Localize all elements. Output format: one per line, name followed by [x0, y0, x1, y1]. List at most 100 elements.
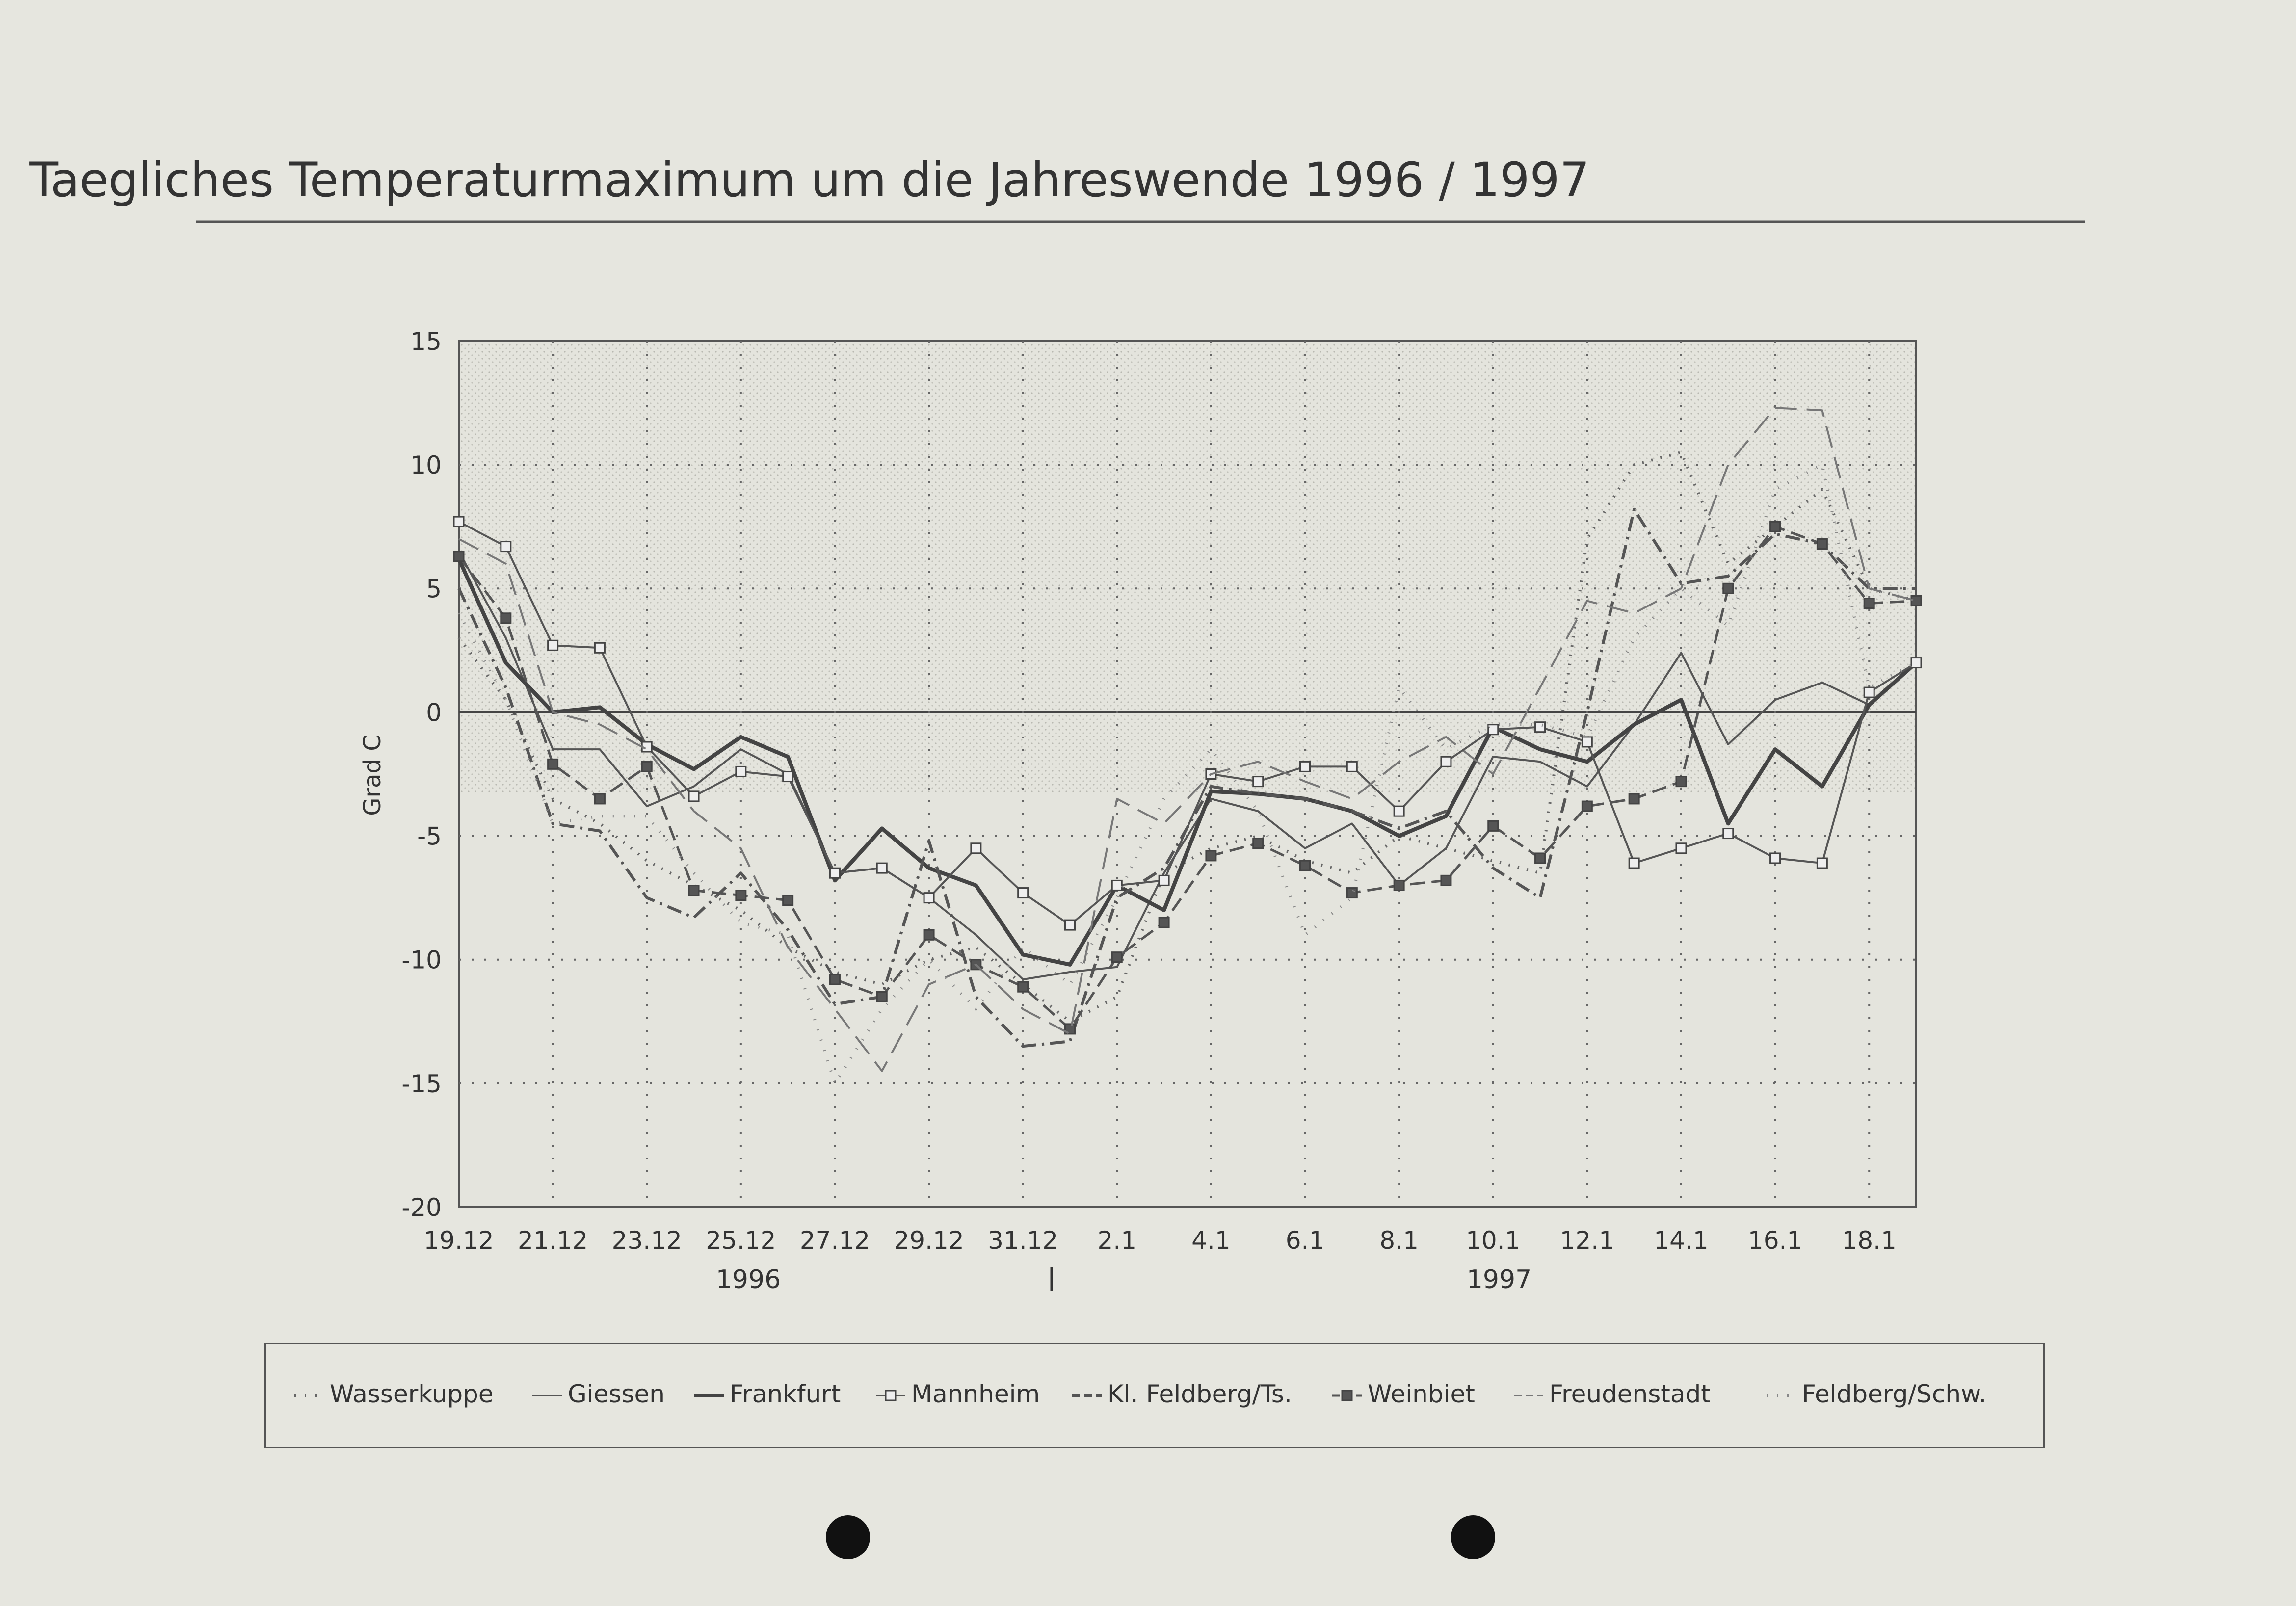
x-tick-label: 8.1 — [1379, 1226, 1419, 1255]
data-point-weinbiet — [547, 758, 559, 770]
x-tick-label: 10.1 — [1466, 1226, 1520, 1255]
data-point-mannheim — [1722, 828, 1734, 840]
data-point-mannheim — [1158, 874, 1170, 886]
legend-label: Mannheim — [911, 1380, 1040, 1408]
x-tick-label: 16.1 — [1748, 1226, 1802, 1255]
data-point-weinbiet — [641, 761, 653, 772]
legend-label: Weinbiet — [1368, 1380, 1475, 1408]
x-tick-label: 2.1 — [1098, 1226, 1137, 1255]
data-point-mannheim — [1910, 657, 1922, 669]
punch-hole-left — [826, 1515, 870, 1559]
x-tick-label: 31.12 — [988, 1226, 1058, 1255]
data-point-weinbiet — [1205, 850, 1217, 862]
legend-label: Giessen — [568, 1380, 665, 1408]
data-point-weinbiet — [688, 885, 700, 896]
data-point-weinbiet — [876, 991, 888, 1002]
data-point-mannheim — [782, 771, 794, 783]
x-tick-label: 21.12 — [518, 1226, 588, 1255]
data-point-weinbiet — [1910, 595, 1922, 606]
data-point-weinbiet — [1299, 860, 1311, 871]
y-tick-label: 5 — [426, 575, 442, 603]
legend-label: Freudenstadt — [1549, 1380, 1711, 1408]
data-point-mannheim — [453, 516, 465, 527]
data-point-mannheim — [1111, 879, 1123, 891]
series-feldberg-schw — [457, 463, 1917, 1085]
data-point-weinbiet — [1675, 776, 1687, 788]
series-giessen — [458, 551, 1917, 981]
data-point-weinbiet — [1863, 598, 1875, 609]
year-label-1997: 1997 — [1467, 1265, 1531, 1294]
data-point-mannheim — [1064, 919, 1076, 931]
legend-item-freudenstadt: Freudenstadt — [1514, 1380, 1711, 1408]
data-point-mannheim — [876, 862, 888, 874]
legend-label: Kl. Feldberg/Ts. — [1108, 1380, 1292, 1408]
data-point-weinbiet — [1440, 874, 1452, 886]
x-tick-label: 25.12 — [706, 1226, 776, 1255]
grid — [459, 341, 1916, 1207]
data-point-weinbiet — [1158, 917, 1170, 928]
y-axis: 15 10 5 0 -5 -10 -15 -20 — [401, 327, 442, 1222]
y-tick-label: -20 — [401, 1193, 442, 1222]
series-line-freudenstadt — [458, 407, 1917, 1072]
x-tick-label: 27.12 — [800, 1226, 870, 1255]
data-point-weinbiet — [500, 612, 512, 624]
y-axis-label: Grad C — [359, 735, 386, 816]
data-point-weinbiet — [1769, 521, 1781, 532]
legend-label: Feldberg/Schw. — [1802, 1380, 1986, 1408]
plot-frame — [458, 340, 1917, 1208]
data-point-weinbiet — [594, 793, 606, 805]
legend-item-giessen: Giessen — [532, 1380, 665, 1408]
legend-item-wasserkuppe: Wasserkuppe — [294, 1380, 494, 1408]
data-point-mannheim — [970, 842, 982, 854]
data-point-mannheim — [1017, 887, 1029, 899]
x-tick-label: 18.1 — [1842, 1226, 1897, 1255]
legend-item-frankfurt: Frankfurt — [694, 1380, 841, 1408]
series-weinbiet — [453, 521, 1922, 1035]
data-point-mannheim — [1346, 761, 1358, 772]
x-tick-label: 19.12 — [423, 1226, 494, 1255]
legend-marker — [1341, 1390, 1353, 1401]
x-axis: 19.12 21.12 23.12 25.12 27.12 29.12 31.12 2.1 4.… — [423, 1226, 1896, 1255]
legend-marker — [885, 1390, 897, 1401]
data-point-mannheim — [1440, 756, 1452, 767]
data-point-mannheim — [1534, 721, 1546, 733]
series-line-weinbiet — [458, 525, 1917, 1030]
stippled-region — [459, 341, 1916, 792]
x-tick-label: 29.12 — [894, 1226, 964, 1255]
data-point-weinbiet — [1064, 1023, 1076, 1035]
data-point-mannheim — [547, 639, 559, 651]
x-tick-label: 4.1 — [1191, 1226, 1231, 1255]
data-point-mannheim — [735, 765, 747, 777]
series-layer — [453, 407, 1922, 1085]
x-tick-label: 23.12 — [612, 1226, 682, 1255]
data-point-mannheim — [1628, 857, 1640, 869]
series-line-kl-feldberg-ts — [457, 507, 1916, 1048]
data-point-weinbiet — [1534, 852, 1546, 864]
data-point-mannheim — [594, 642, 606, 654]
series-line-giessen — [458, 551, 1917, 981]
data-point-weinbiet — [453, 551, 465, 562]
series-frankfurt — [457, 558, 1918, 967]
data-point-mannheim — [1393, 805, 1405, 817]
data-point-weinbiet — [1487, 820, 1499, 832]
legend-label: Frankfurt — [730, 1380, 841, 1408]
legend-item-feldberg-schw: Feldberg/Schw. — [1767, 1380, 1986, 1408]
data-point-weinbiet — [735, 890, 747, 901]
x-tick-label: 12.1 — [1560, 1226, 1614, 1255]
y-tick-label: -10 — [401, 946, 442, 974]
legend-label: Wasserkuppe — [330, 1380, 494, 1408]
series-freudenstadt — [458, 407, 1917, 1072]
data-point-mannheim — [829, 867, 841, 879]
series-kl-feldberg-ts — [457, 507, 1916, 1048]
y-tick-label: -15 — [401, 1070, 442, 1098]
data-point-mannheim — [1863, 686, 1875, 698]
legend-box — [264, 1343, 2045, 1448]
x-tick-label: 14.1 — [1654, 1226, 1708, 1255]
legend-item-mannheim: Mannheim — [876, 1380, 1040, 1408]
year-label-1996: 1996 — [716, 1265, 781, 1294]
data-point-weinbiet — [1816, 538, 1828, 550]
data-point-weinbiet — [1017, 981, 1029, 993]
data-point-weinbiet — [1393, 879, 1405, 891]
data-point-weinbiet — [1252, 838, 1264, 849]
